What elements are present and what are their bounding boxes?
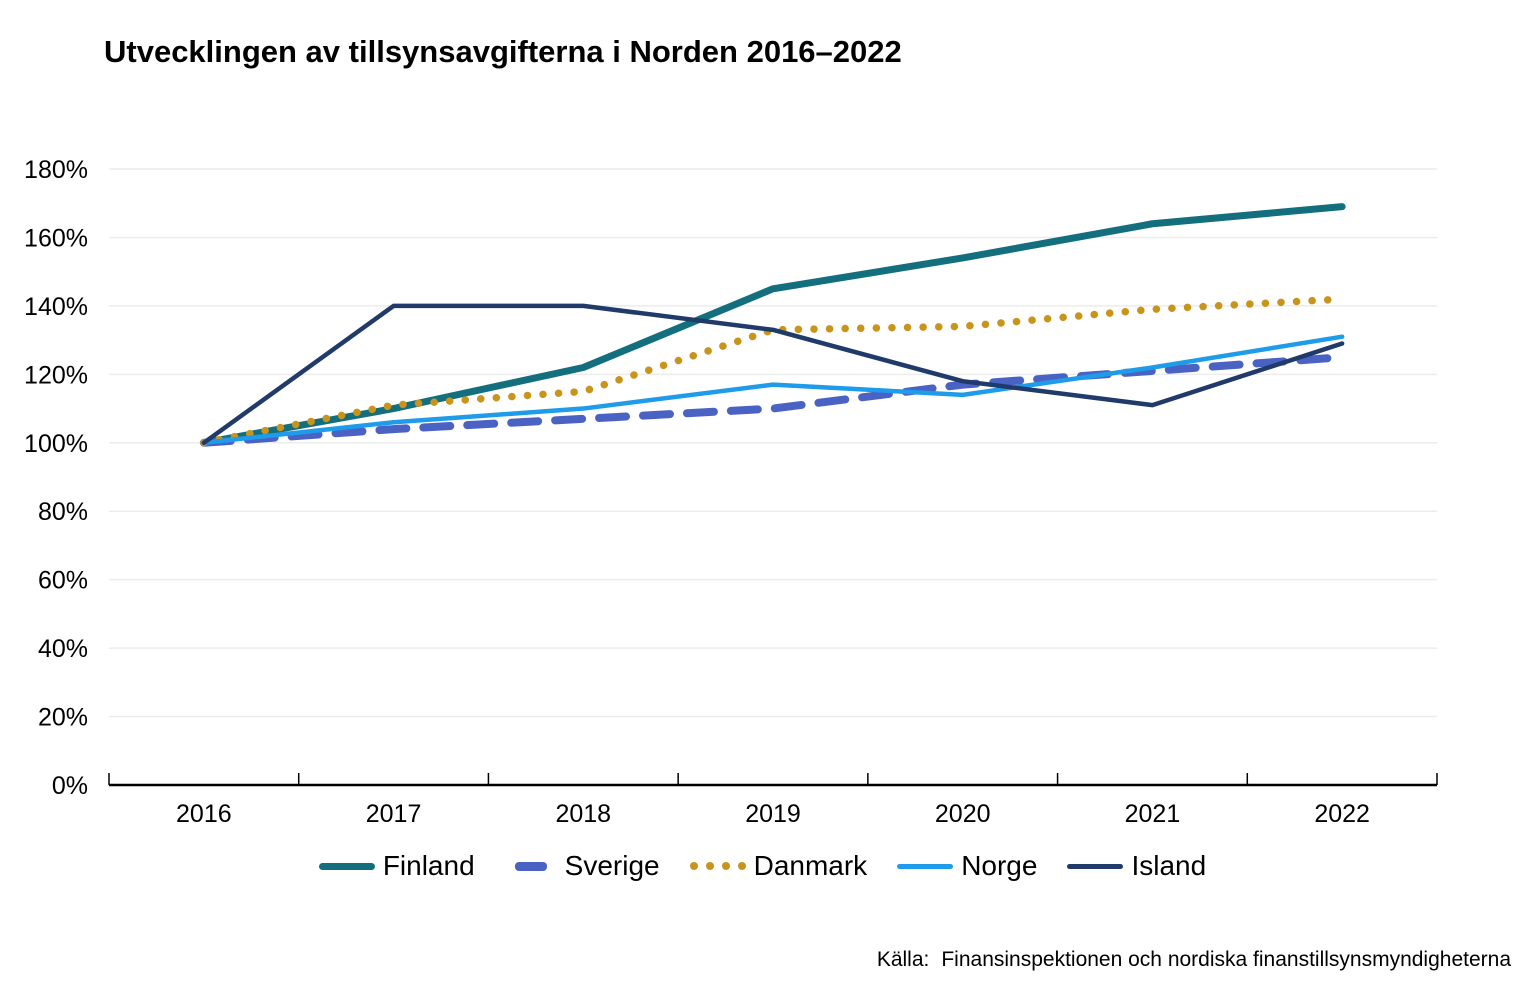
legend-label-island: Island [1131, 850, 1207, 881]
legend-label-finland: Finland [382, 850, 475, 881]
y-tick-label: 140% [24, 293, 88, 321]
legend-item-norge: Norge [897, 850, 1037, 882]
y-tick-label: 40% [38, 635, 88, 663]
legend-item-island: Island [1067, 850, 1206, 882]
legend-swatch-danmark [689, 862, 746, 870]
series-line-island [201, 303, 1345, 446]
legend-label-sverige: Sverige [564, 850, 660, 881]
y-tick-label: 160% [24, 224, 88, 252]
x-tick-label: 2018 [555, 800, 611, 828]
y-tick-label: 60% [38, 567, 88, 595]
legend-swatch-finland [318, 862, 375, 870]
y-tick-label: 80% [38, 498, 88, 526]
series-line-norge [201, 334, 1345, 446]
legend-label-danmark: Danmark [753, 850, 868, 881]
x-tick-label: 2022 [1314, 800, 1370, 828]
y-tick-label: 120% [24, 361, 88, 389]
line-chart: 0% 20% 40% 60% 80% 100% 120% 140% 160% 180% 2016 20… [24, 156, 1438, 828]
y-tick-label: 180% [24, 156, 88, 184]
source-label: Källa: [876, 948, 930, 971]
legend-item-finland: Finland [318, 850, 475, 882]
source-text: Finansinspektionen och nordiska finansti… [941, 948, 1511, 971]
series-line-finland [200, 203, 1346, 447]
y-tick-label: 0% [52, 772, 88, 800]
x-tick-label: 2017 [366, 800, 422, 828]
source-note: Källa: Finansinspektionen och nordiska fi… [877, 948, 1511, 972]
legend-swatch-sverige [514, 861, 547, 871]
page-title: Utvecklingen av tillsynsavgifterna i Nor… [104, 34, 902, 69]
legend: Finland Sverige Danmark Norge Island [0, 850, 1525, 882]
series-line-sverige [199, 353, 1347, 447]
legend-item-danmark: Danmark [689, 850, 868, 882]
x-tick-label: 2021 [1125, 800, 1181, 828]
y-tick-label: 100% [24, 430, 88, 458]
legend-swatch-norge [897, 863, 954, 869]
legend-label-norge: Norge [961, 850, 1038, 881]
x-tick-label: 2020 [935, 800, 991, 828]
y-tick-label: 20% [38, 704, 88, 732]
legend-item-sverige: Sverige [505, 850, 660, 882]
legend-swatch-island [1067, 863, 1124, 869]
x-tick-label: 2019 [745, 800, 801, 828]
x-tick-label: 2016 [176, 800, 232, 828]
